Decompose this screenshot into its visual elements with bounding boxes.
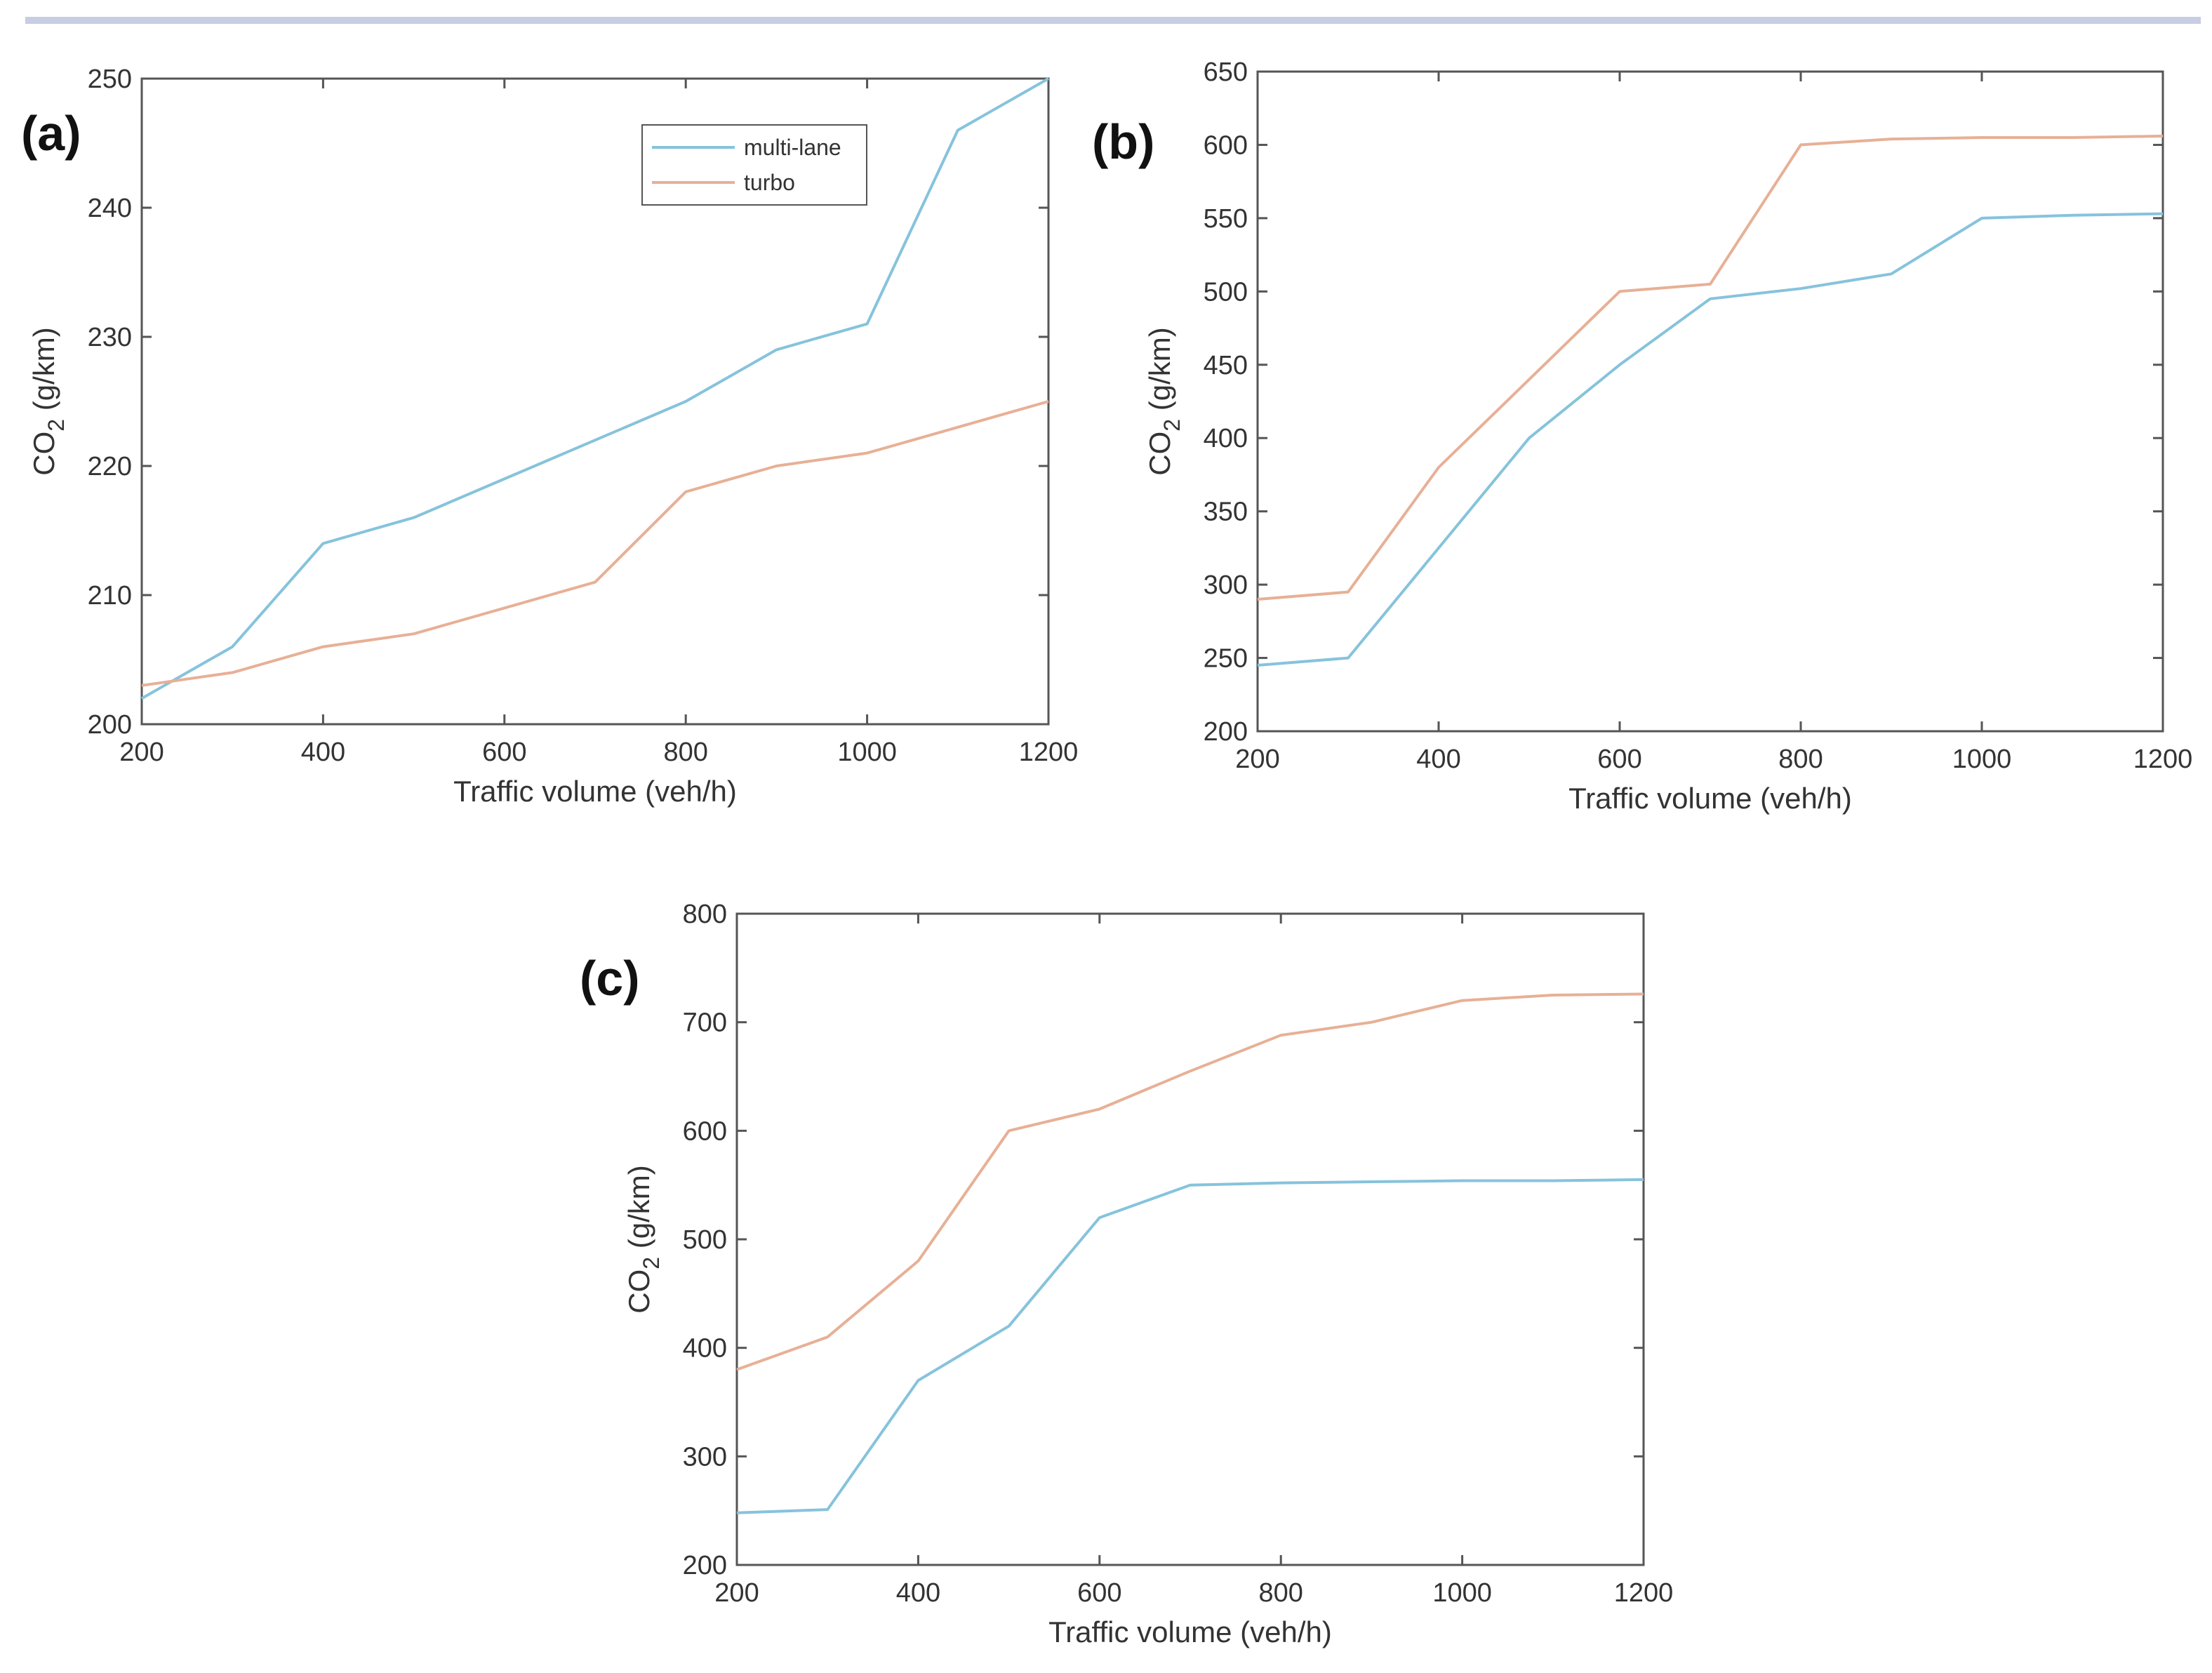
chart-panel-a: 200 400 600 800 1000 1200 200 210 220 230 240 250 Tr… [21, 65, 1078, 808]
y-tick-label: 800 [683, 900, 727, 929]
legend: multi-lane turbo [641, 124, 867, 206]
plot-area-c [735, 912, 1645, 1566]
y-axis-label: CO2 (g/km) [27, 327, 69, 475]
y-tick-label: 500 [683, 1225, 727, 1255]
x-tick-label: 200 [1235, 745, 1279, 774]
x-tick-label: 400 [1416, 745, 1460, 774]
x-tick-label: 1000 [1432, 1578, 1492, 1608]
y-tick-label: 350 [1204, 498, 1248, 527]
x-tick-label: 200 [119, 738, 164, 767]
x-tick-label: 1200 [1614, 1578, 1674, 1608]
y-tick-label: 650 [1204, 58, 1248, 87]
y-axis-label-base: CO [622, 1269, 655, 1314]
series-line-multi-lane [736, 1178, 1644, 1514]
chart-panel-c: 200 400 600 800 1000 1200 200 300 400 500 600 700 80… [580, 900, 1673, 1648]
y-axis-label-base: CO [27, 432, 60, 476]
x-tick-label: 200 [714, 1578, 759, 1608]
x-tick-label: 800 [1258, 1578, 1302, 1608]
y-tick-label: 250 [1204, 644, 1248, 674]
y-tick-label: 210 [88, 581, 132, 611]
y-axis-label-sub: 2 [44, 419, 69, 432]
y-tick-label: 550 [1204, 204, 1248, 234]
y-tick-label: 400 [683, 1334, 727, 1364]
panel-label-b: (b) [1092, 114, 1154, 169]
x-tick-label: 400 [301, 738, 345, 767]
top-divider [25, 17, 2201, 24]
y-tick-label: 230 [88, 323, 132, 352]
x-tick-label: 1000 [1952, 745, 2012, 774]
plot-area-b [1256, 70, 2164, 733]
series-line-turbo [1257, 134, 2164, 601]
x-axis-label: Traffic volume (veh/h) [453, 775, 737, 808]
y-tick-label: 200 [1204, 717, 1248, 747]
y-tick-label: 700 [683, 1008, 727, 1038]
plot-area-a [140, 77, 1050, 726]
y-tick-label: 250 [88, 65, 132, 94]
legend-box [641, 124, 867, 206]
chart-panel-b: 200 400 600 800 1000 1200 200 250 300 350 400 450 50… [1092, 58, 2192, 815]
x-tick-label: 800 [1778, 745, 1823, 774]
y-tick-label: 300 [683, 1442, 727, 1472]
series-line-turbo [141, 400, 1049, 687]
panel-label-a: (a) [21, 106, 81, 161]
y-tick-label: 300 [1204, 571, 1248, 600]
x-tick-label: 400 [896, 1578, 940, 1608]
x-tick-label: 600 [1077, 1578, 1121, 1608]
y-axis-label-sub: 2 [639, 1257, 664, 1269]
y-tick-label: 600 [1204, 131, 1248, 160]
x-tick-label: 600 [482, 738, 526, 767]
y-tick-label: 240 [88, 194, 132, 223]
x-axis-label: Traffic volume (veh/h) [1048, 1615, 1332, 1648]
legend-label-turbo: turbo [744, 170, 795, 195]
y-axis-label-unit: (g/km) [622, 1165, 655, 1257]
y-tick-label: 600 [683, 1117, 727, 1146]
y-tick-label: 200 [683, 1551, 727, 1580]
x-tick-label: 800 [663, 738, 707, 767]
legend-label-multi-lane: multi-lane [744, 135, 841, 160]
y-tick-label: 500 [1204, 277, 1248, 307]
y-axis-label-base: CO [1143, 432, 1176, 476]
y-tick-label: 200 [88, 710, 132, 740]
x-tick-label: 1200 [1019, 738, 1079, 767]
y-tick-label: 450 [1204, 351, 1248, 380]
y-axis-label: CO2 (g/km) [1143, 327, 1185, 475]
series-line-multi-lane [1257, 212, 2164, 667]
x-axis-label: Traffic volume (veh/h) [1568, 782, 1852, 815]
series-line-turbo [736, 992, 1644, 1371]
y-tick-label: 400 [1204, 424, 1248, 453]
y-tick-label: 220 [88, 452, 132, 481]
y-axis-label-unit: (g/km) [27, 327, 60, 419]
x-tick-label: 1200 [2133, 745, 2193, 774]
y-axis-label-sub: 2 [1159, 419, 1185, 432]
x-tick-label: 1000 [837, 738, 897, 767]
y-axis-label-unit: (g/km) [1143, 327, 1176, 419]
y-axis-label: CO2 (g/km) [622, 1165, 664, 1313]
x-tick-label: 600 [1597, 745, 1641, 774]
series-line-multi-lane [141, 77, 1049, 700]
panel-label-c: (c) [580, 951, 640, 1006]
